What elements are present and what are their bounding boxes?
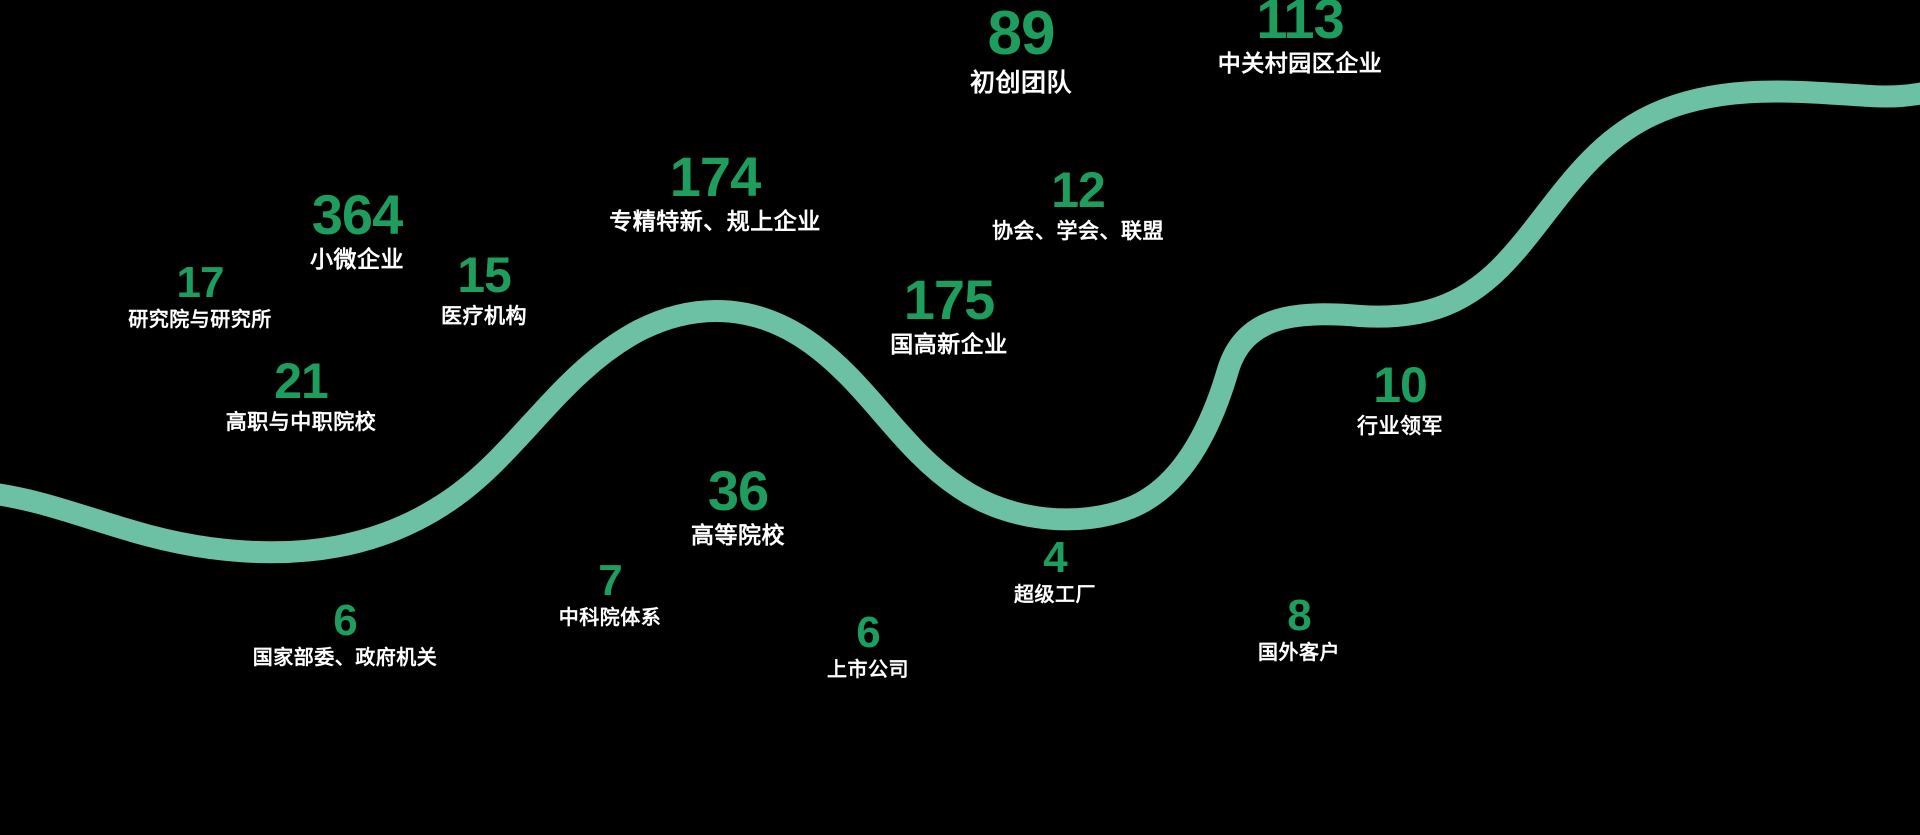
stat-item-medical-institutions: 15 医疗机构 xyxy=(441,247,527,328)
stat-value: 6 xyxy=(333,596,358,645)
stat-value: 36 xyxy=(707,459,769,522)
stat-value: 364 xyxy=(311,183,403,246)
stat-item-associations-societies-alliances: 12 协会、学会、联盟 xyxy=(992,162,1164,243)
stat-label: 协会、学会、联盟 xyxy=(992,219,1164,243)
stat-label: 中科院体系 xyxy=(558,606,662,629)
stat-value: 113 xyxy=(1256,0,1344,50)
stat-value: 10 xyxy=(1373,357,1428,413)
stat-item-research-institutes: 17 研究院与研究所 xyxy=(128,258,272,331)
stat-label: 专精特新、规上企业 xyxy=(609,208,821,235)
stat-label: 医疗机构 xyxy=(441,304,527,328)
stat-item-overseas-clients: 8 国外客户 xyxy=(1258,591,1340,664)
stat-value: 7 xyxy=(598,556,623,605)
stat-item-listed-companies: 6 上市公司 xyxy=(827,608,909,681)
stat-item-cas-system: 7 中科院体系 xyxy=(558,556,662,629)
stat-item-zhongguancun-park-enterprises: 113 中关村园区企业 xyxy=(1218,0,1383,75)
stat-value: 15 xyxy=(457,247,512,303)
stat-value: 175 xyxy=(903,268,995,331)
stat-value: 12 xyxy=(1051,162,1106,218)
stat-label: 国家部委、政府机关 xyxy=(252,646,438,669)
stat-item-vocational-colleges: 21 高职与中职院校 xyxy=(225,353,377,434)
stat-item-higher-education-institutions: 36 高等院校 xyxy=(691,459,785,549)
stat-label: 高职与中职院校 xyxy=(225,410,377,434)
stat-value: 6 xyxy=(856,608,881,657)
stat-value: 21 xyxy=(274,353,329,409)
stat-item-industry-leaders: 10 行业领军 xyxy=(1357,357,1443,438)
stat-label: 初创团队 xyxy=(969,68,1073,97)
stat-label: 行业领军 xyxy=(1357,414,1443,438)
stat-value: 89 xyxy=(987,0,1056,68)
stat-item-startup-teams: 89 初创团队 xyxy=(969,0,1073,97)
stat-item-specialized-new-enterprises: 174 专精特新、规上企业 xyxy=(609,145,821,235)
stat-label: 高等院校 xyxy=(691,522,785,549)
stat-label: 国高新企业 xyxy=(890,331,1008,358)
stat-label: 中关村园区企业 xyxy=(1217,50,1383,77)
stat-item-micro-small-enterprises: 364 小微企业 xyxy=(310,183,404,273)
stat-item-national-high-tech-enterprises: 175 国高新企业 xyxy=(890,268,1008,358)
stat-value: 17 xyxy=(176,258,225,307)
stat-value: 4 xyxy=(1043,533,1068,582)
stat-label: 国外客户 xyxy=(1258,641,1340,664)
stat-item-super-factories: 4 超级工厂 xyxy=(1014,533,1096,606)
stat-value: 8 xyxy=(1287,591,1312,640)
stat-value: 174 xyxy=(669,145,761,208)
stat-label: 研究院与研究所 xyxy=(128,308,272,331)
stat-label: 超级工厂 xyxy=(1014,583,1096,606)
stat-label: 小微企业 xyxy=(310,246,404,273)
stat-label: 上市公司 xyxy=(827,658,909,681)
stat-item-ministries-government-agencies: 6 国家部委、政府机关 xyxy=(252,596,438,669)
